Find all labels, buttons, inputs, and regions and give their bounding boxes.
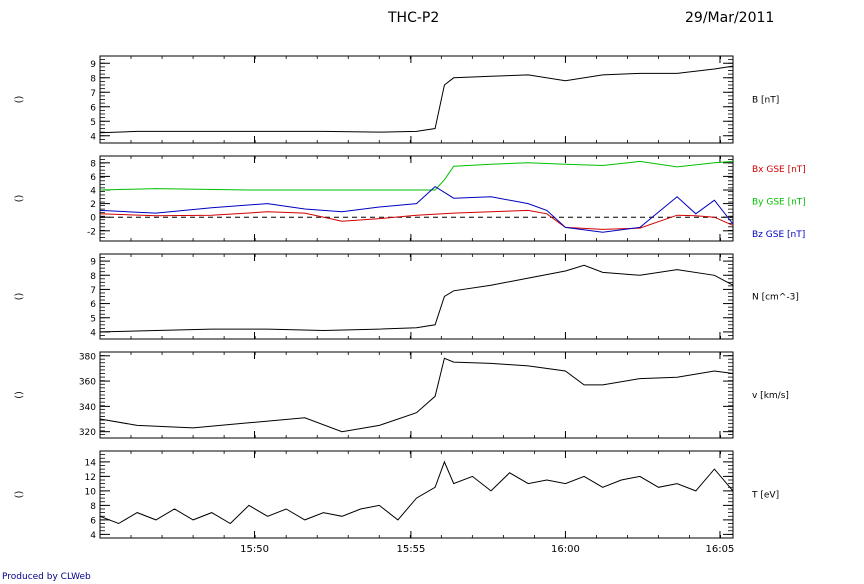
y-tick-label: 4	[90, 187, 96, 197]
y-tick-label: 320	[79, 428, 96, 438]
x-tick-label: 15:55	[397, 544, 426, 555]
panel-side-label: ()	[14, 391, 25, 399]
panel-frame-n	[99, 253, 734, 340]
panel-right-label: Bz GSE [nT]	[752, 230, 805, 240]
y-tick-label: 7	[90, 89, 96, 99]
panel-frame-b	[99, 55, 734, 144]
panel-side-label: ()	[14, 195, 25, 203]
chart-title: THC-P2	[388, 10, 440, 26]
series-line-v-0	[99, 357, 734, 433]
panel-side-label: ()	[14, 96, 25, 104]
y-tick-label: 14	[85, 458, 97, 468]
x-tick-label: 16:00	[551, 544, 580, 555]
y-tick-label: 360	[79, 378, 96, 388]
y-tick-label: 6	[90, 103, 96, 113]
y-tick-label: 4	[90, 531, 96, 541]
panel-right-label: By GSE [nT]	[752, 198, 806, 208]
series-line-bgse-1	[99, 209, 734, 230]
y-tick-label: 7	[90, 286, 96, 296]
y-tick-label: 9	[90, 60, 96, 70]
y-tick-label: 380	[79, 352, 96, 362]
y-tick-label: 9	[90, 258, 96, 268]
panel-right-label: Bx GSE [nT]	[752, 165, 806, 175]
panel-right-label: T [eV]	[751, 491, 779, 501]
series-line-t-0	[99, 460, 734, 525]
y-tick-label: 4	[90, 328, 96, 338]
produced-by-footer: Produced by CLWeb	[2, 572, 91, 582]
chart-date: 29/Mar/2011	[685, 10, 775, 26]
panel-frame-v	[99, 351, 734, 439]
panel-right-label: B [nT]	[752, 96, 779, 106]
y-tick-label: 6	[90, 173, 96, 183]
y-tick-label: 12	[85, 473, 96, 483]
series-line-n-0	[99, 264, 734, 333]
y-tick-label: 2	[90, 200, 96, 210]
y-tick-label: 5	[90, 314, 96, 324]
panel-right-label: N [cm^-3]	[752, 293, 799, 303]
y-tick-label: 6	[90, 516, 96, 526]
series-line-bgse-0	[99, 160, 734, 191]
y-tick-label: 340	[79, 403, 96, 413]
x-tick-label: 15:50	[240, 544, 269, 555]
series-line-bgse-2	[99, 185, 734, 233]
y-tick-label: 8	[90, 502, 96, 512]
panel-frame-t	[99, 450, 734, 539]
y-tick-label: 6	[90, 300, 96, 310]
y-tick-label: -2	[87, 227, 96, 237]
y-tick-label: 8	[90, 272, 96, 282]
y-tick-label: 5	[90, 118, 96, 128]
panel-side-label: ()	[14, 293, 25, 301]
x-tick-label: 16:05	[706, 544, 735, 555]
panel-right-label: v [km/s]	[752, 391, 789, 401]
y-tick-label: 4	[90, 132, 96, 142]
panel-side-label: ()	[14, 491, 25, 499]
y-tick-label: 8	[90, 159, 96, 169]
y-tick-label: 0	[90, 214, 96, 224]
y-tick-label: 8	[90, 74, 96, 84]
series-line-b-0	[99, 65, 734, 134]
y-tick-label: 10	[85, 487, 97, 497]
